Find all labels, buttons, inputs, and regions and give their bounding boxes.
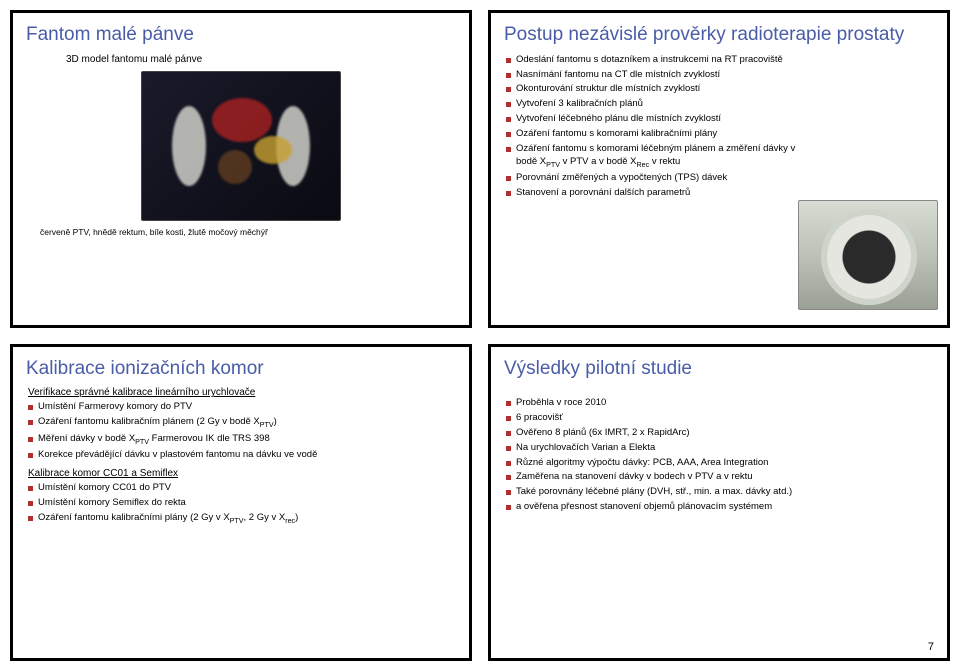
item-text: 6 pracovišť — [516, 412, 563, 423]
item-text: Zaměřena na stanovení dávky v bodech v P… — [516, 471, 753, 482]
list-item: Umístění komory Semiflex do rekta — [26, 497, 456, 510]
item-text: Vytvoření léčebného plánu dle místních z… — [516, 113, 721, 124]
list-item: Na urychlovačích Varian a Elekta — [504, 442, 934, 455]
slide-results: Výsledky pilotní studie Proběhla v roce … — [488, 344, 950, 662]
list-item: Měření dávky v bodě XPTV Farmerovou IK d… — [26, 433, 456, 448]
list-item: Stanovení a porovnání dalších parametrů — [504, 187, 804, 200]
item-text: Proběhla v roce 2010 — [516, 397, 606, 408]
section-calibration-head: Kalibrace komor CC01 a Semiflex — [28, 468, 456, 479]
list-item: Ozáření fantomu s komorami kalibračními … — [504, 128, 804, 141]
item-text: Umístění Farmerovy komory do PTV — [38, 401, 192, 412]
list-item: Ozáření fantomu kalibračním plánem (2 Gy… — [26, 416, 456, 431]
ct-scanner-image — [798, 200, 938, 310]
item-text: Umístění komory Semiflex do rekta — [38, 497, 186, 508]
item-text: Odeslání fantomu s dotazníkem a instrukc… — [516, 54, 783, 65]
slide4-title: Výsledky pilotní studie — [504, 358, 934, 380]
list-item: Vytvoření 3 kalibračních plánů — [504, 98, 804, 111]
slide2-title: Postup nezávislé prověrky radioterapie p… — [504, 24, 934, 46]
phantom-3d-image — [141, 71, 341, 221]
list-item: Umístění komory CC01 do PTV — [26, 482, 456, 495]
list-item: Různé algoritmy výpočtu dávky: PCB, AAA,… — [504, 457, 934, 470]
item-text: Okonturování struktur dle místních zvykl… — [516, 83, 700, 94]
verification-list: Umístění Farmerovy komory do PTV Ozáření… — [26, 401, 456, 462]
slide1-subtitle: 3D model fantomu malé pánve — [66, 54, 456, 65]
bone-shape — [172, 106, 206, 186]
section-verification-head: Verifikace správné kalibrace lineárního … — [28, 387, 456, 398]
list-item: Okonturování struktur dle místních zvykl… — [504, 83, 804, 96]
slide-phantom: Fantom malé pánve 3D model fantomu malé … — [10, 10, 472, 328]
list-item: Zaměřena na stanovení dávky v bodech v P… — [504, 471, 934, 484]
item-text: Korekce převádějící dávku v plastovém fa… — [38, 449, 317, 460]
page-number: 7 — [928, 641, 934, 653]
item-text: Různé algoritmy výpočtu dávky: PCB, AAA,… — [516, 457, 768, 468]
item-text: a ověřena přesnost stanovení objemů plán… — [516, 501, 772, 512]
results-list: Proběhla v roce 2010 6 pracovišť Ověřeno… — [504, 397, 934, 514]
item-text: Vytvoření 3 kalibračních plánů — [516, 98, 643, 109]
item-text: Stanovení a porovnání dalších parametrů — [516, 187, 690, 198]
list-item: Proběhla v roce 2010 — [504, 397, 934, 410]
rectum-shape — [218, 150, 252, 184]
item-text: Ověřeno 8 plánů (6x IMRT, 2 x RapidArc) — [516, 427, 690, 438]
list-item: Nasnímání fantomu na CT dle místních zvy… — [504, 69, 804, 82]
list-item: Umístění Farmerovy komory do PTV — [26, 401, 456, 414]
list-item: Ověřeno 8 plánů (6x IMRT, 2 x RapidArc) — [504, 427, 934, 440]
phantom-caption: červeně PTV, hnědě rektum, bíle kosti, ž… — [40, 227, 456, 237]
list-item: Korekce převádějící dávku v plastovém fa… — [26, 449, 456, 462]
item-text: Také porovnány léčebné plány (DVH, stř.,… — [516, 486, 792, 497]
list-item: Vytvoření léčebného plánu dle místních z… — [504, 113, 804, 126]
slide1-title: Fantom malé pánve — [26, 24, 456, 46]
item-text: Nasnímání fantomu na CT dle místních zvy… — [516, 69, 720, 80]
calibration-list: Umístění komory CC01 do PTV Umístění kom… — [26, 482, 456, 526]
list-item: Také porovnány léčebné plány (DVH, stř.,… — [504, 486, 934, 499]
ptv-shape — [212, 98, 272, 142]
list-item: a ověřena přesnost stanovení objemů plán… — [504, 501, 934, 514]
list-item: 6 pracovišť — [504, 412, 934, 425]
slide3-title: Kalibrace ionizačních komor — [26, 358, 456, 380]
list-item: Ozáření fantomu kalibračními plány (2 Gy… — [26, 512, 456, 527]
item-text: Ozáření fantomu s komorami kalibračními … — [516, 128, 717, 139]
list-item: Odeslání fantomu s dotazníkem a instrukc… — [504, 54, 804, 67]
list-item: Porovnání změřených a vypočtených (TPS) … — [504, 172, 804, 185]
slide-procedure: Postup nezávislé prověrky radioterapie p… — [488, 10, 950, 328]
list-item: Ozáření fantomu s komorami léčebným plán… — [504, 143, 804, 170]
item-text: Na urychlovačích Varian a Elekta — [516, 442, 655, 453]
item-text: Umístění komory CC01 do PTV — [38, 482, 171, 493]
procedure-list: Odeslání fantomu s dotazníkem a instrukc… — [504, 54, 804, 200]
bladder-shape — [254, 136, 292, 164]
slide-calibration: Kalibrace ionizačních komor Verifikace s… — [10, 344, 472, 662]
item-text: Porovnání změřených a vypočtených (TPS) … — [516, 172, 727, 183]
